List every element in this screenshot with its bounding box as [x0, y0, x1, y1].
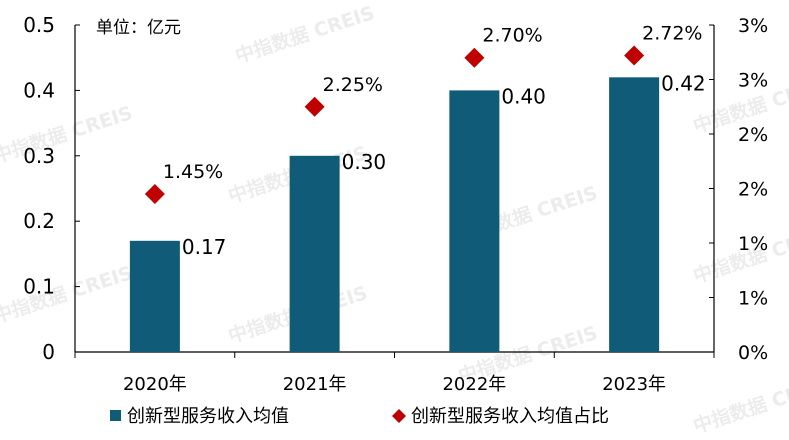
- bar: [129, 240, 180, 352]
- marker-data-label: 2.25%: [323, 74, 383, 96]
- marker-data-label: 2.72%: [642, 23, 702, 45]
- marker-series: 1.45% 2.25% 2.70% 2.72%: [144, 23, 702, 204]
- y-left-tick-label: 0.3: [23, 144, 55, 168]
- x-tick-label: 2023年: [602, 374, 666, 395]
- x-tick-label: 2022年: [442, 374, 506, 395]
- y-left-tick-label: 0.5: [23, 13, 55, 37]
- bar-data-label: 0.17: [182, 235, 227, 259]
- bar-data-label: 0.40: [501, 84, 546, 108]
- legend-label-bar: 创新型服务收入均值: [127, 406, 289, 427]
- marker-point: [624, 45, 645, 66]
- y-left-tick-label: 0: [42, 340, 55, 364]
- y-right-tick-label: 3%: [738, 70, 768, 92]
- x-tick-label: 2020年: [123, 374, 187, 395]
- bar-data-label: 0.30: [342, 150, 387, 174]
- y-right-tick-label: 1%: [738, 288, 768, 310]
- legend-swatch-marker: [392, 409, 406, 423]
- bar: [609, 77, 660, 352]
- axes: 0 0.1 0.2 0.3 0.4 0.5 0% 1% 1% 2% 2% 3% 3% 2020年 2021年…: [23, 13, 768, 395]
- marker-data-label: 2.70%: [482, 25, 542, 47]
- bar: [289, 155, 340, 352]
- marker-point: [304, 96, 325, 117]
- marker-data-label: 1.45%: [163, 161, 223, 183]
- y-right-tick-label: 0%: [738, 342, 768, 364]
- legend: 创新型服务收入均值 创新型服务收入均值占比: [110, 406, 609, 427]
- y-left-tick-label: 0.1: [23, 275, 55, 299]
- x-tick-label: 2021年: [283, 374, 347, 395]
- y-right-tick-label: 2%: [738, 179, 768, 201]
- y-right-tick-label: 3%: [738, 15, 768, 37]
- marker-point: [144, 183, 165, 204]
- legend-swatch-bar: [110, 410, 121, 421]
- marker-point: [464, 47, 485, 68]
- bar-data-label: 0.42: [661, 71, 706, 95]
- unit-note: 单位：亿元: [96, 18, 181, 38]
- y-right-tick-label: 1%: [738, 233, 768, 255]
- bar-series: 0.17 0.30 0.40 0.42: [129, 71, 706, 353]
- y-left-tick-label: 0.4: [23, 78, 55, 102]
- y-left-tick-label: 0.2: [23, 209, 55, 233]
- y-right-tick-label: 2%: [738, 124, 768, 146]
- legend-label-marker: 创新型服务收入均值占比: [411, 406, 609, 427]
- bar: [449, 90, 500, 353]
